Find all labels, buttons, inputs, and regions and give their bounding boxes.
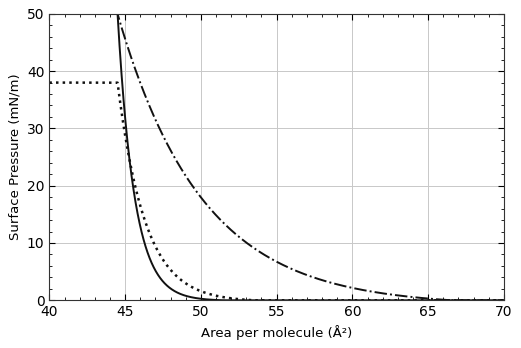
Y-axis label: Surface Pressure (mN/m): Surface Pressure (mN/m) bbox=[8, 74, 21, 240]
X-axis label: Area per molecule (Å²): Area per molecule (Å²) bbox=[201, 325, 352, 340]
